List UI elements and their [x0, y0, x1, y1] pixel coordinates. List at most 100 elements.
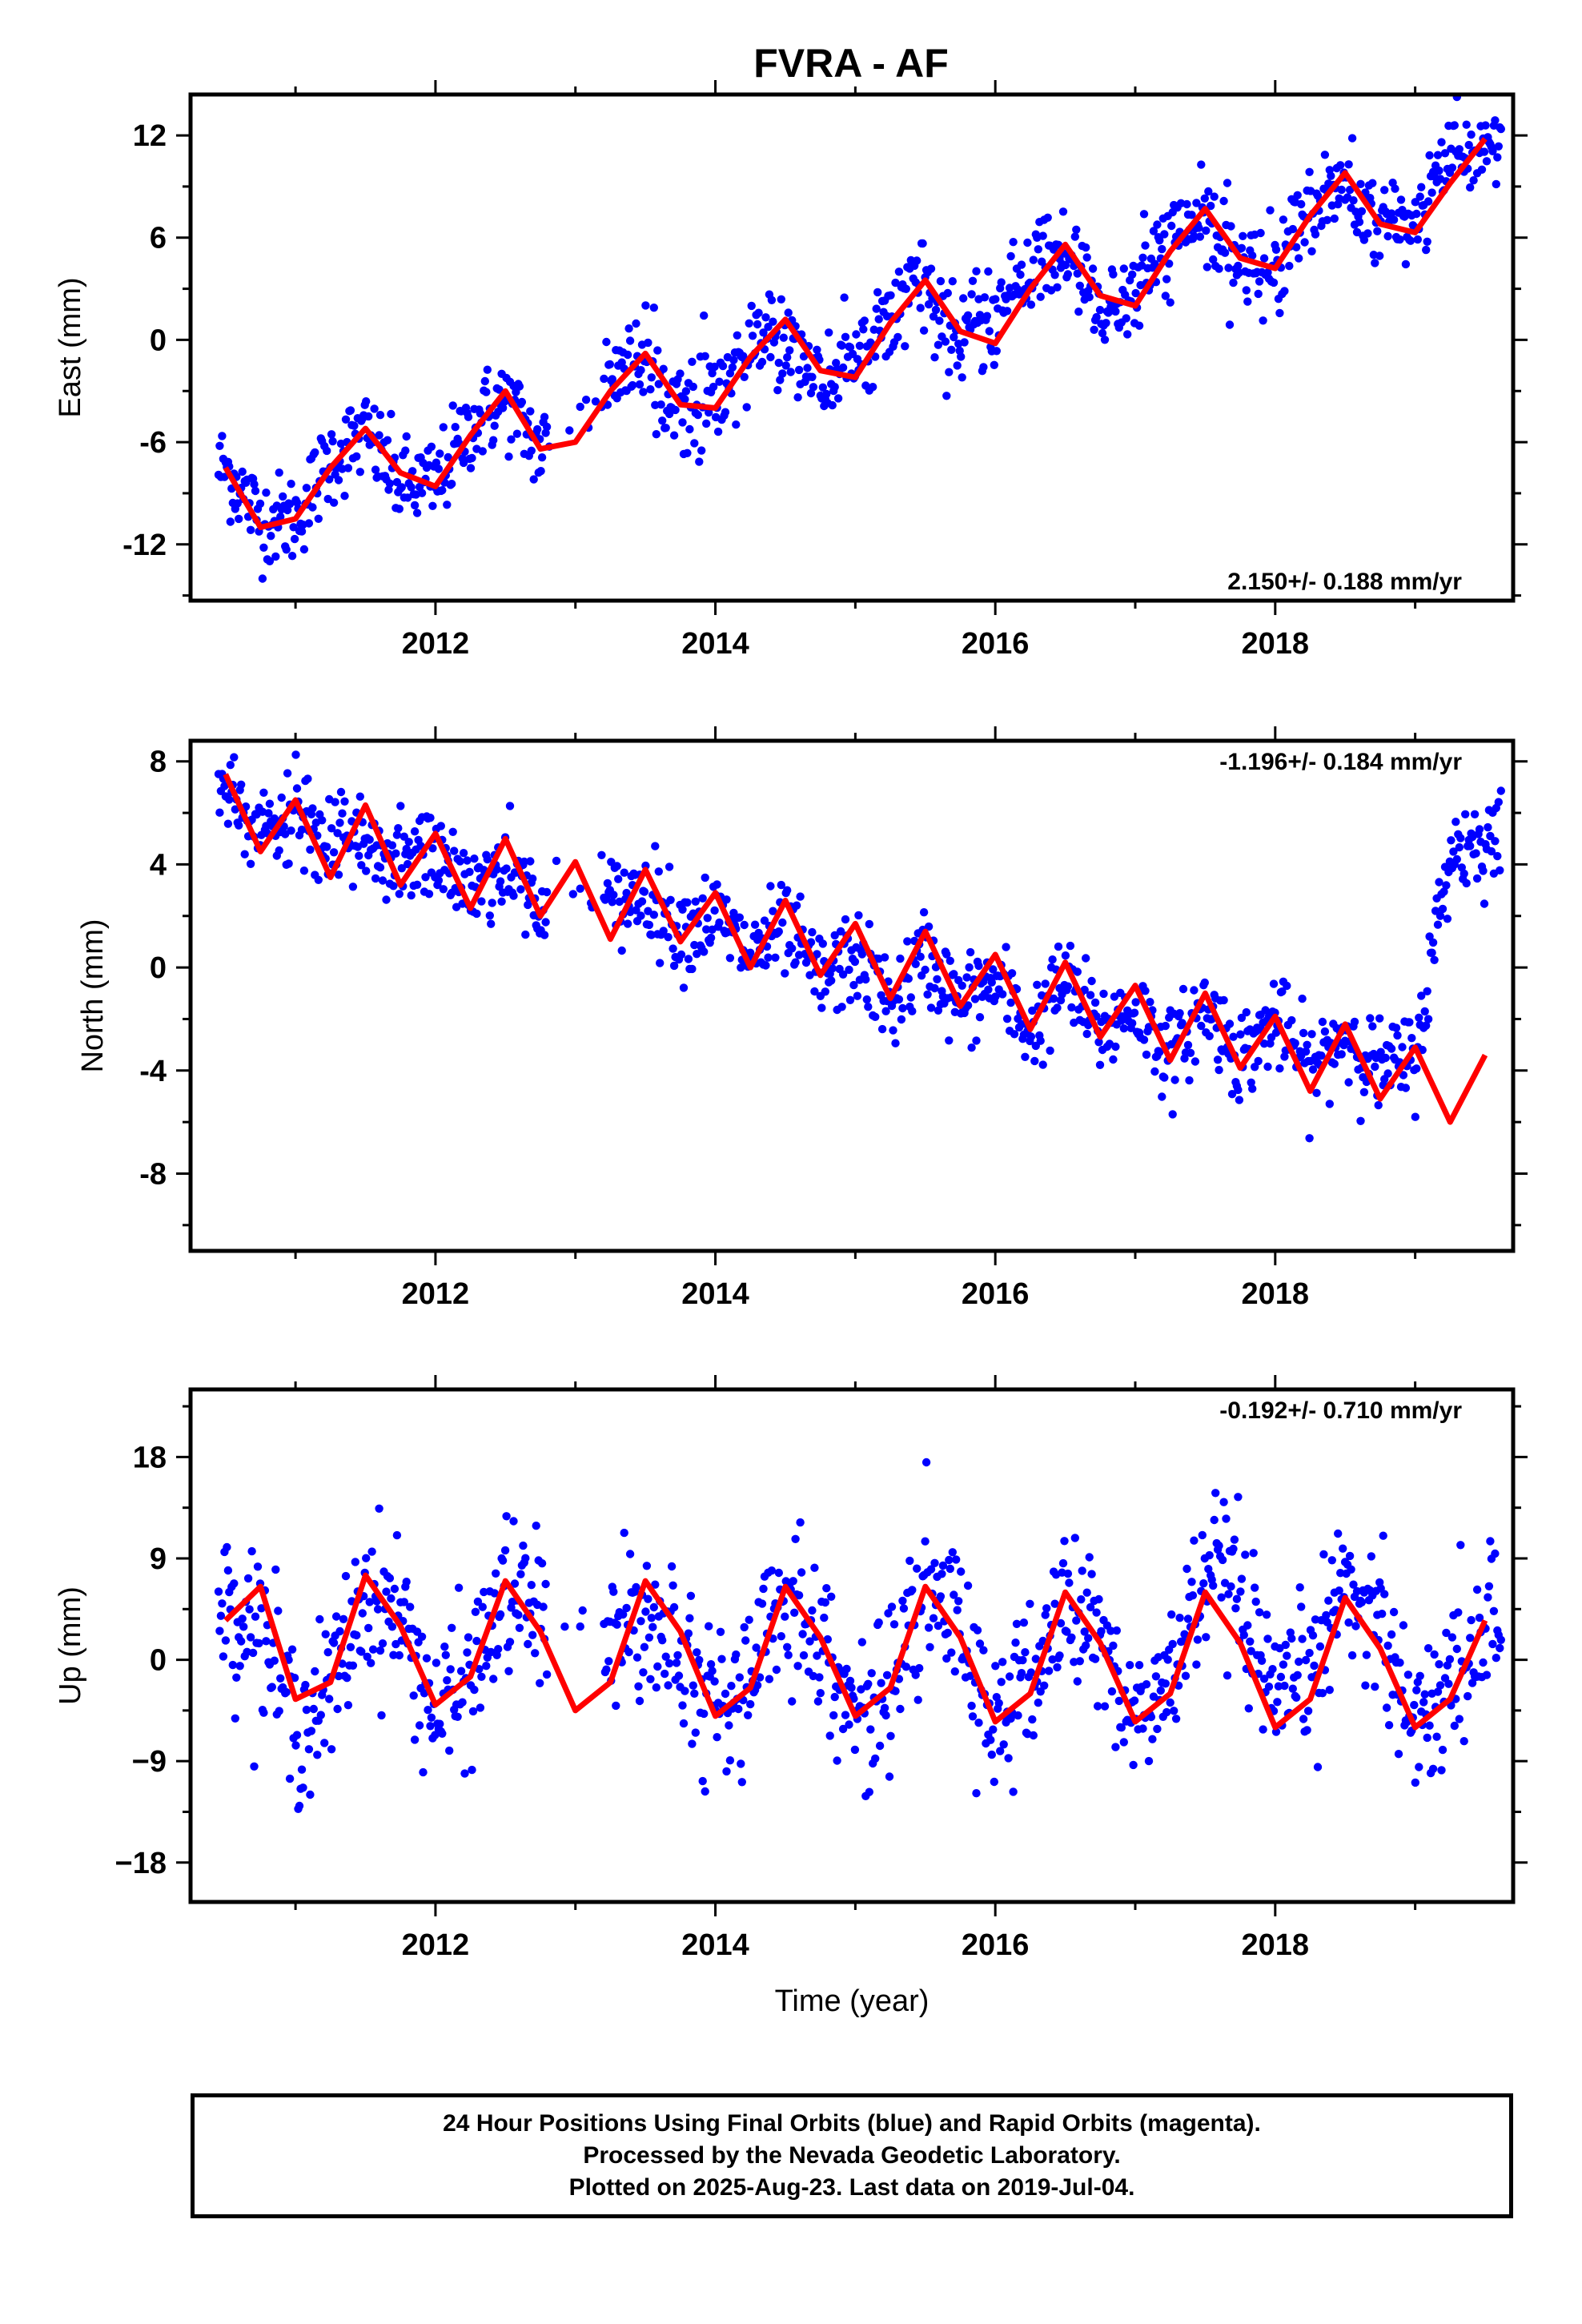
- data-point: [761, 961, 770, 970]
- data-point: [1111, 307, 1120, 316]
- data-point: [777, 880, 785, 890]
- data-point: [542, 1670, 552, 1679]
- data-point: [943, 288, 953, 298]
- data-point: [314, 875, 323, 885]
- data-point: [235, 514, 243, 524]
- data-point: [871, 1754, 880, 1763]
- data-point: [774, 927, 783, 936]
- data-point: [1362, 1651, 1371, 1659]
- data-point: [873, 287, 882, 297]
- data-point: [1382, 1703, 1391, 1712]
- data-point: [378, 876, 387, 885]
- data-point: [531, 1649, 540, 1658]
- data-point: [1310, 1661, 1319, 1671]
- data-point: [748, 332, 757, 340]
- data-point: [898, 1003, 907, 1013]
- data-point: [1411, 198, 1420, 207]
- data-point: [338, 809, 347, 818]
- data-point: [1438, 1745, 1447, 1755]
- data-point: [991, 1662, 1000, 1671]
- data-point: [468, 453, 476, 463]
- data-point: [841, 332, 850, 341]
- velocity-rate-label: 2.150+/- 0.188 mm/yr: [1227, 569, 1462, 595]
- data-point: [825, 328, 833, 337]
- data-point: [302, 484, 311, 493]
- data-point: [1412, 209, 1421, 219]
- data-point: [1295, 1657, 1303, 1667]
- data-point: [877, 1679, 885, 1687]
- data-point: [913, 256, 921, 265]
- data-point: [829, 1711, 838, 1720]
- data-point: [568, 890, 577, 899]
- data-point: [220, 782, 229, 790]
- data-point: [1107, 1687, 1117, 1696]
- data-point: [1254, 1056, 1263, 1066]
- data-point: [705, 408, 713, 417]
- data-point: [1484, 822, 1492, 832]
- data-point: [1460, 869, 1468, 879]
- data-point: [1166, 298, 1174, 307]
- data-point: [515, 1623, 524, 1633]
- data-point: [521, 1554, 530, 1562]
- data-point: [392, 830, 402, 839]
- data-point: [808, 372, 817, 381]
- data-point: [828, 964, 837, 973]
- data-point: [262, 489, 271, 497]
- data-point: [1496, 1643, 1504, 1653]
- data-point: [1070, 1534, 1080, 1542]
- data-point: [1357, 207, 1367, 215]
- data-point: [881, 1007, 890, 1015]
- data-point: [1247, 1647, 1255, 1655]
- data-point: [628, 380, 637, 390]
- data-point: [637, 897, 647, 906]
- data-point: [1129, 1760, 1138, 1770]
- data-point: [363, 1652, 371, 1661]
- y-tick-label: 0: [150, 324, 167, 357]
- data-point: [689, 382, 697, 392]
- data-point: [328, 436, 337, 446]
- data-point: [597, 850, 606, 860]
- data-point: [669, 431, 679, 440]
- data-point: [1323, 215, 1332, 224]
- data-point: [1038, 231, 1047, 240]
- data-point: [270, 1656, 279, 1665]
- data-point: [383, 436, 392, 444]
- data-point: [1412, 1686, 1421, 1695]
- data-point: [860, 316, 869, 325]
- data-point: [470, 1685, 479, 1695]
- data-point: [245, 1605, 254, 1614]
- data-point: [690, 439, 699, 448]
- data-point: [1432, 1732, 1441, 1741]
- data-point: [769, 317, 777, 326]
- data-point: [1327, 1556, 1337, 1565]
- data-point: [1406, 236, 1415, 245]
- data-point: [854, 911, 863, 920]
- data-point: [642, 1562, 652, 1570]
- data-point: [1486, 1537, 1495, 1546]
- data-point: [669, 1602, 679, 1612]
- data-point: [654, 380, 663, 388]
- data-point: [1203, 263, 1212, 271]
- data-point: [857, 1638, 867, 1647]
- data-point: [1339, 1544, 1347, 1553]
- data-point: [701, 1787, 709, 1796]
- data-point: [998, 990, 1007, 999]
- data-points: [214, 1458, 1506, 1813]
- x-tick-label: 2012: [402, 1928, 470, 1962]
- data-point: [1251, 1597, 1260, 1606]
- data-point: [1242, 286, 1251, 295]
- data-point: [753, 1681, 762, 1690]
- data-point: [395, 505, 404, 513]
- data-point: [1085, 292, 1094, 302]
- data-point: [1034, 245, 1043, 254]
- data-point: [916, 304, 925, 312]
- data-point: [732, 420, 741, 429]
- data-point: [732, 1650, 741, 1659]
- data-point: [443, 501, 452, 509]
- data-point: [934, 340, 943, 349]
- data-point: [1447, 1633, 1457, 1642]
- data-point: [470, 854, 479, 863]
- data-point: [1193, 1635, 1203, 1644]
- data-point: [954, 1597, 963, 1606]
